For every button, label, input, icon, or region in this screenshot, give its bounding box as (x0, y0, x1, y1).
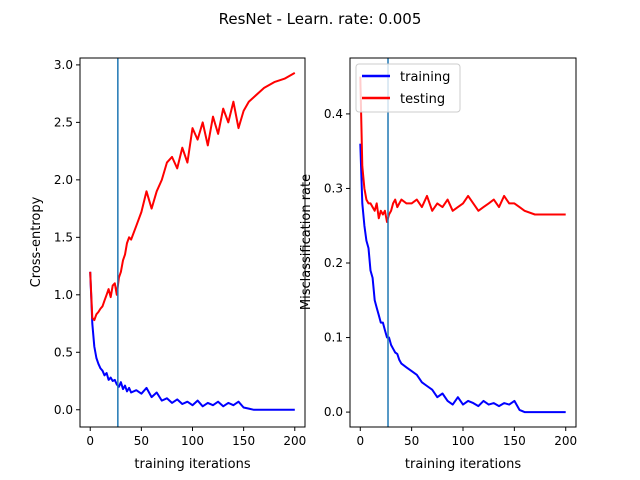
cross-entropy-testing-line (89, 72, 296, 322)
legend: training testing (355, 63, 461, 113)
cross-entropy-x-tick-label: 150 (232, 434, 255, 448)
misclassification-testing-line (359, 76, 566, 223)
misclassification-x-tick-label: 50 (404, 434, 419, 448)
misclassification-y-axis-label: Misclassification rate (299, 174, 314, 310)
cross-entropy-training-line (89, 271, 295, 411)
misclassification-y-tick-label: 0.4 (324, 107, 343, 121)
cross-entropy-x-tick-label: 200 (283, 434, 306, 448)
cross-entropy-y-tick-label: 1.0 (54, 288, 73, 302)
cross-entropy-y-tick-label: 0.0 (54, 403, 73, 417)
misclassification-y-tick-label: 0.3 (324, 181, 343, 195)
legend-testing-label: testing (400, 92, 445, 107)
misclassification-x-tick-label: 0 (356, 434, 364, 448)
misclassification-training-line (359, 143, 566, 414)
cross-entropy-y-tick-label: 3.0 (54, 58, 73, 72)
misclassification-y-tick-label: 0.0 (324, 405, 343, 419)
misclassification-x-axis-label: training iterations (405, 457, 521, 472)
misclassification-x-tick-label: 100 (452, 434, 475, 448)
cross-entropy-y-axis-label: Cross-entropy (29, 196, 44, 287)
cross-entropy-panel: training iterations Cross-entropy 0 50 100… (29, 57, 306, 472)
misclassification-y-tick-label: 0.1 (324, 331, 343, 345)
cross-entropy-x-tick-label: 100 (181, 434, 204, 448)
misclassification-x-tick-label: 150 (503, 434, 526, 448)
misclassification-axes-frame (349, 57, 577, 428)
cross-entropy-x-axis-label: training iterations (134, 457, 250, 472)
cross-entropy-y-tick-label: 2.5 (54, 115, 73, 129)
misclassification-panel: training iterations Misclassification ra… (299, 57, 577, 472)
misclassification-x-tick-label: 200 (554, 434, 577, 448)
cross-entropy-x-tick-label: 50 (134, 434, 149, 448)
legend-training-label: training (400, 70, 450, 85)
cross-entropy-y-tick-label: 0.5 (54, 345, 73, 359)
figure-title: ResNet - Learn. rate: 0.005 (219, 10, 422, 28)
cross-entropy-axes-frame (79, 57, 306, 428)
cross-entropy-y-tick-label: 2.0 (54, 173, 73, 187)
misclassification-y-tick-label: 0.2 (324, 256, 343, 270)
cross-entropy-x-tick-label: 0 (86, 434, 94, 448)
cross-entropy-y-tick-label: 1.5 (54, 230, 73, 244)
